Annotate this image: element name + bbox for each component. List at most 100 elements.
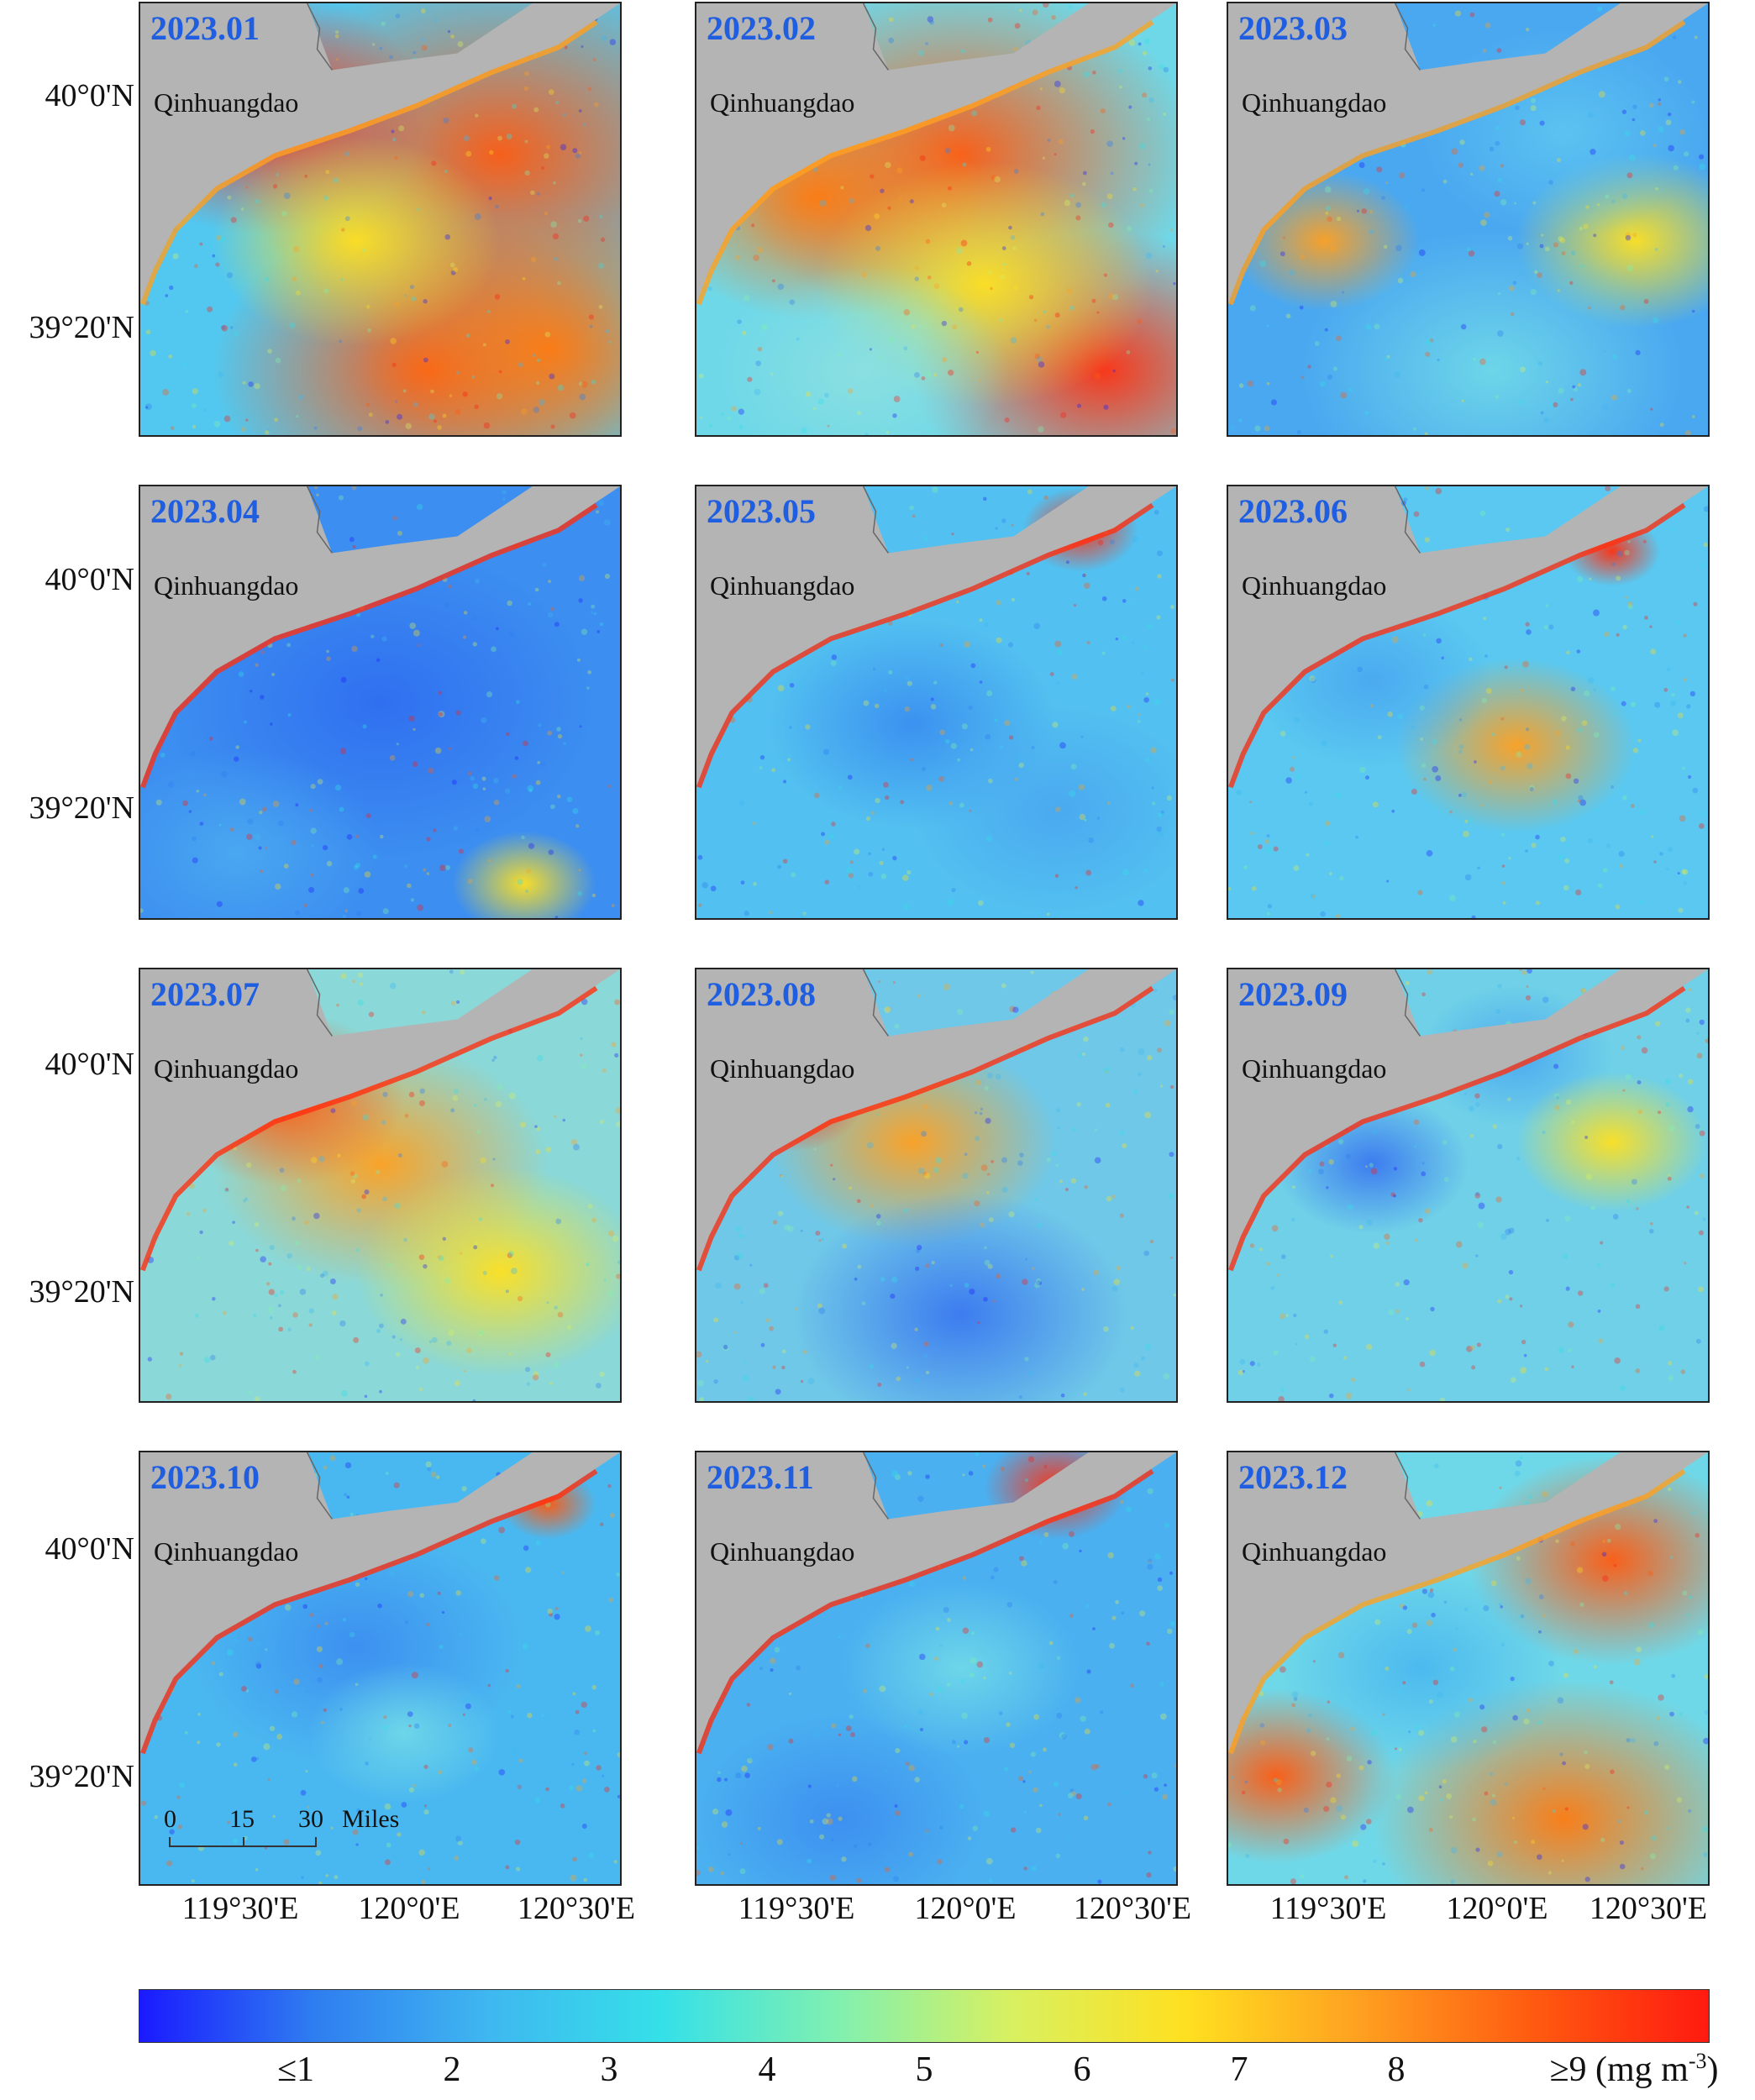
speckle: [1388, 1309, 1395, 1315]
speckle: [548, 612, 554, 618]
speckle: [437, 1255, 441, 1259]
speckle: [218, 823, 222, 827]
speckle: [234, 756, 239, 762]
speckle: [996, 600, 1001, 606]
speckle: [1128, 105, 1132, 109]
speckle: [961, 723, 968, 730]
speckle: [604, 1787, 610, 1793]
speckle: [1516, 243, 1524, 249]
speckle: [1633, 1658, 1641, 1666]
panel-date-label: 2023.05: [707, 492, 816, 530]
speckle: [1033, 318, 1038, 323]
speckle: [599, 1371, 605, 1378]
lon-label-120-30e: 120°30'E: [1073, 1891, 1192, 1926]
speckle: [1006, 1722, 1011, 1727]
speckle: [1051, 1151, 1057, 1157]
speckle: [1563, 1253, 1568, 1259]
speckle: [1630, 701, 1637, 707]
speckle: [1132, 535, 1139, 543]
speckle: [1636, 1207, 1639, 1210]
speckle: [1365, 1165, 1369, 1168]
speckle: [577, 891, 582, 896]
scale-bar-tick-mark: [169, 1837, 171, 1847]
speckle: [777, 283, 785, 291]
speckle: [1512, 281, 1517, 286]
speckle: [1572, 385, 1576, 389]
speckle: [1620, 1045, 1625, 1050]
speckle: [1323, 1805, 1330, 1812]
speckle: [985, 1857, 993, 1865]
speckle: [452, 266, 459, 273]
speckle: [789, 299, 796, 305]
speckle: [493, 1575, 500, 1581]
speckle: [1694, 1210, 1699, 1215]
speckle: [1054, 80, 1061, 87]
speckle: [1665, 867, 1669, 871]
speckle: [1299, 305, 1304, 310]
speckle: [1143, 1774, 1148, 1779]
speckle: [386, 1842, 391, 1848]
speckle: [1038, 426, 1044, 433]
speckle: [557, 281, 561, 286]
speckle: [1479, 803, 1483, 806]
speckle: [1593, 1665, 1597, 1669]
speckle: [852, 1776, 858, 1782]
speckle: [1022, 1278, 1028, 1285]
speckle: [1497, 177, 1502, 183]
speckle: [1100, 108, 1106, 114]
speckle: [608, 340, 612, 344]
speckle: [986, 835, 993, 842]
speckle: [324, 1621, 328, 1625]
speckle: [936, 1686, 943, 1693]
speckle: [857, 411, 861, 415]
speckle: [145, 406, 149, 409]
speckle: [1291, 1217, 1295, 1222]
speckle: [462, 635, 467, 639]
speckle: [506, 133, 512, 139]
speckle: [1299, 254, 1306, 260]
speckle: [352, 1173, 358, 1179]
speckle: [1512, 1714, 1518, 1721]
speckle: [379, 1389, 382, 1394]
speckle: [418, 1100, 425, 1106]
speckle: [1043, 495, 1048, 501]
speckle: [1516, 751, 1522, 758]
speckle: [553, 181, 556, 185]
speckle: [983, 1810, 990, 1817]
speckle: [438, 690, 443, 696]
speckle: [1054, 874, 1059, 879]
speckle: [1056, 1656, 1061, 1660]
speckle: [1075, 1697, 1081, 1704]
speckle: [1166, 795, 1172, 801]
scale-bar-tick-mark: [243, 1837, 244, 1847]
speckle: [411, 1672, 418, 1679]
speckle: [1474, 760, 1477, 764]
speckle: [962, 1627, 969, 1635]
speckle: [242, 1199, 246, 1203]
speckle: [1036, 105, 1041, 111]
speckle: [1157, 574, 1162, 579]
speckle: [1421, 763, 1427, 769]
boundary-line: [1394, 1452, 1421, 1520]
speckle: [789, 726, 792, 729]
speckle: [1291, 1703, 1296, 1708]
speckle: [1404, 204, 1410, 211]
speckle: [1451, 148, 1458, 155]
speckle: [410, 898, 415, 902]
speckle: [1008, 225, 1012, 230]
speckle: [1395, 1747, 1397, 1751]
speckle: [776, 1839, 783, 1845]
speckle: [968, 1471, 974, 1476]
speckle: [1017, 1160, 1023, 1166]
speckle: [1418, 249, 1426, 256]
speckle: [1558, 387, 1564, 394]
speckle: [467, 771, 472, 776]
speckle: [1049, 672, 1054, 676]
speckle: [1079, 813, 1086, 821]
speckle: [1581, 720, 1588, 727]
speckle: [1554, 730, 1561, 736]
speckle: [383, 1715, 387, 1719]
speckle: [254, 1646, 257, 1649]
speckle: [1418, 1795, 1425, 1802]
speckle: [772, 1365, 776, 1369]
